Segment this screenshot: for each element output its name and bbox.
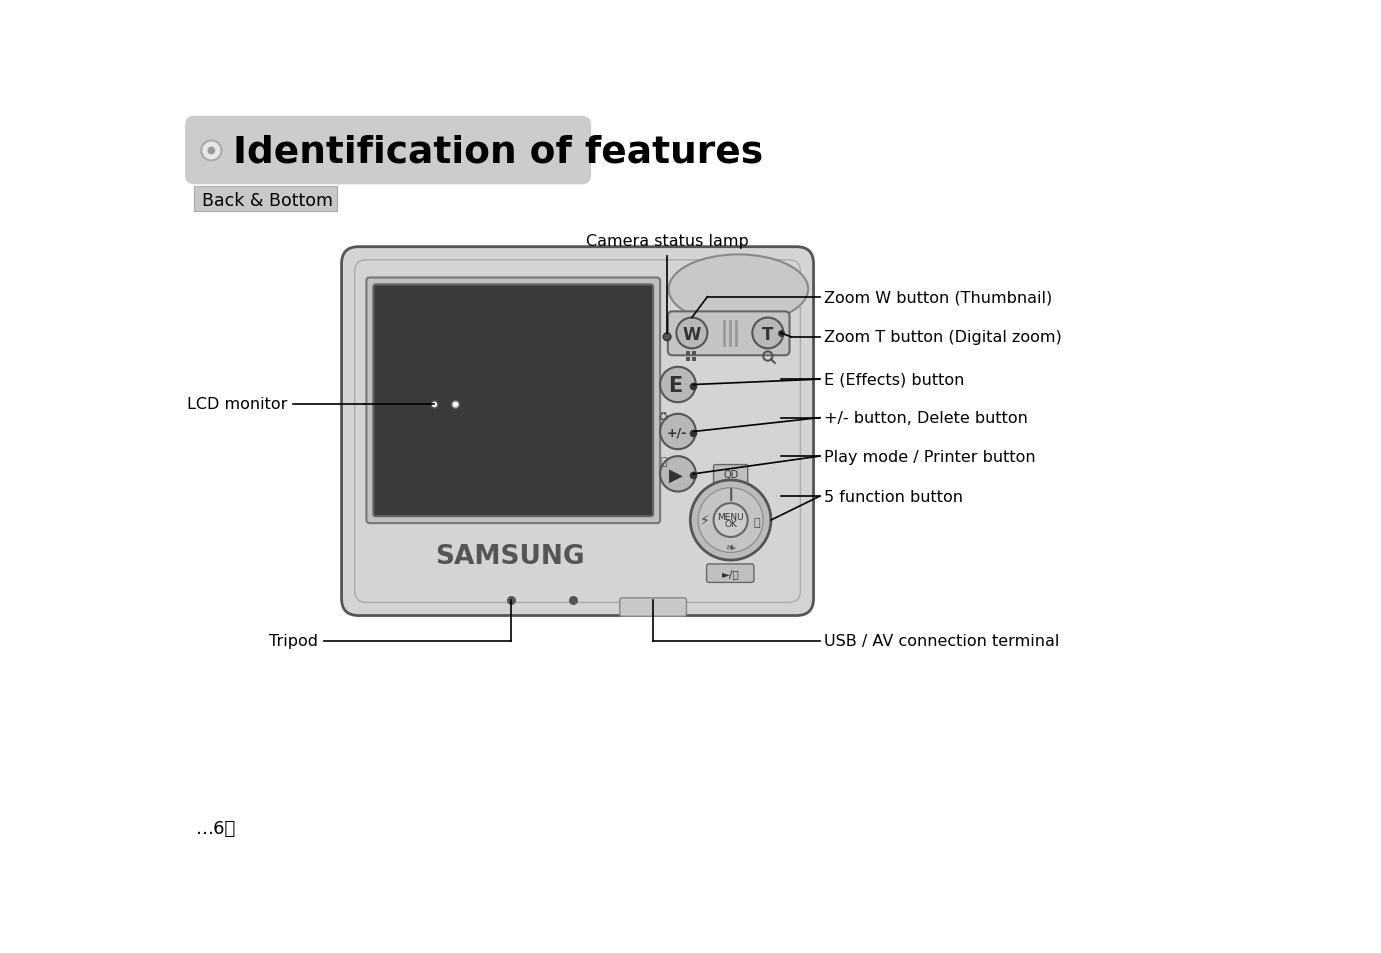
Text: Identification of features: Identification of features <box>233 134 764 171</box>
Bar <box>692 357 696 361</box>
FancyBboxPatch shape <box>668 312 790 355</box>
Text: +/- button, Delete button: +/- button, Delete button <box>823 411 1027 426</box>
Circle shape <box>202 141 221 161</box>
Text: Zoom W button (Thumbnail): Zoom W button (Thumbnail) <box>823 290 1052 305</box>
Text: W: W <box>682 325 702 343</box>
Circle shape <box>714 503 747 537</box>
Text: ▶: ▶ <box>670 466 684 484</box>
Text: 🔒: 🔒 <box>660 456 667 466</box>
Text: T: T <box>762 325 773 343</box>
Bar <box>686 352 690 355</box>
FancyBboxPatch shape <box>185 116 591 185</box>
Text: E: E <box>667 375 682 395</box>
FancyBboxPatch shape <box>366 278 660 523</box>
Text: OK: OK <box>724 519 737 529</box>
Circle shape <box>697 488 764 553</box>
Bar <box>686 357 690 361</box>
Text: +/-: +/- <box>666 426 686 439</box>
Text: ►/⏸: ►/⏸ <box>722 569 739 578</box>
Text: Play mode / Printer button: Play mode / Printer button <box>823 449 1036 464</box>
Circle shape <box>660 368 696 403</box>
Text: 5 function button: 5 function button <box>823 489 963 504</box>
Text: SAMSUNG: SAMSUNG <box>435 543 584 570</box>
Circle shape <box>753 318 783 349</box>
Text: E (Effects) button: E (Effects) button <box>823 373 964 387</box>
FancyBboxPatch shape <box>707 564 754 583</box>
Text: Camera status lamp: Camera status lamp <box>586 234 749 249</box>
Circle shape <box>660 415 696 450</box>
Circle shape <box>660 456 696 492</box>
Text: USB / AV connection terminal: USB / AV connection terminal <box>823 634 1059 649</box>
Text: Zoom T button (Digital zoom): Zoom T button (Digital zoom) <box>823 330 1062 345</box>
Text: QD: QD <box>724 469 739 479</box>
Circle shape <box>690 480 771 560</box>
Text: ⌛: ⌛ <box>754 517 761 527</box>
FancyBboxPatch shape <box>341 248 813 616</box>
Circle shape <box>207 148 215 155</box>
Circle shape <box>677 318 707 349</box>
FancyBboxPatch shape <box>373 285 653 517</box>
Text: Back & Bottom: Back & Bottom <box>202 192 333 210</box>
FancyBboxPatch shape <box>714 465 747 483</box>
FancyBboxPatch shape <box>620 598 686 617</box>
Text: ⚡: ⚡ <box>699 514 710 528</box>
Ellipse shape <box>668 255 808 324</box>
Text: ❙: ❙ <box>725 488 736 501</box>
Circle shape <box>663 334 671 341</box>
Text: ♻: ♻ <box>659 410 670 422</box>
Bar <box>692 352 696 355</box>
Text: LCD monitor: LCD monitor <box>186 396 287 412</box>
Text: MENU: MENU <box>717 513 744 522</box>
Text: ❧: ❧ <box>725 541 736 554</box>
FancyBboxPatch shape <box>195 187 337 212</box>
Text: …6〉: …6〉 <box>196 820 236 837</box>
Text: Tripod: Tripod <box>269 634 319 649</box>
